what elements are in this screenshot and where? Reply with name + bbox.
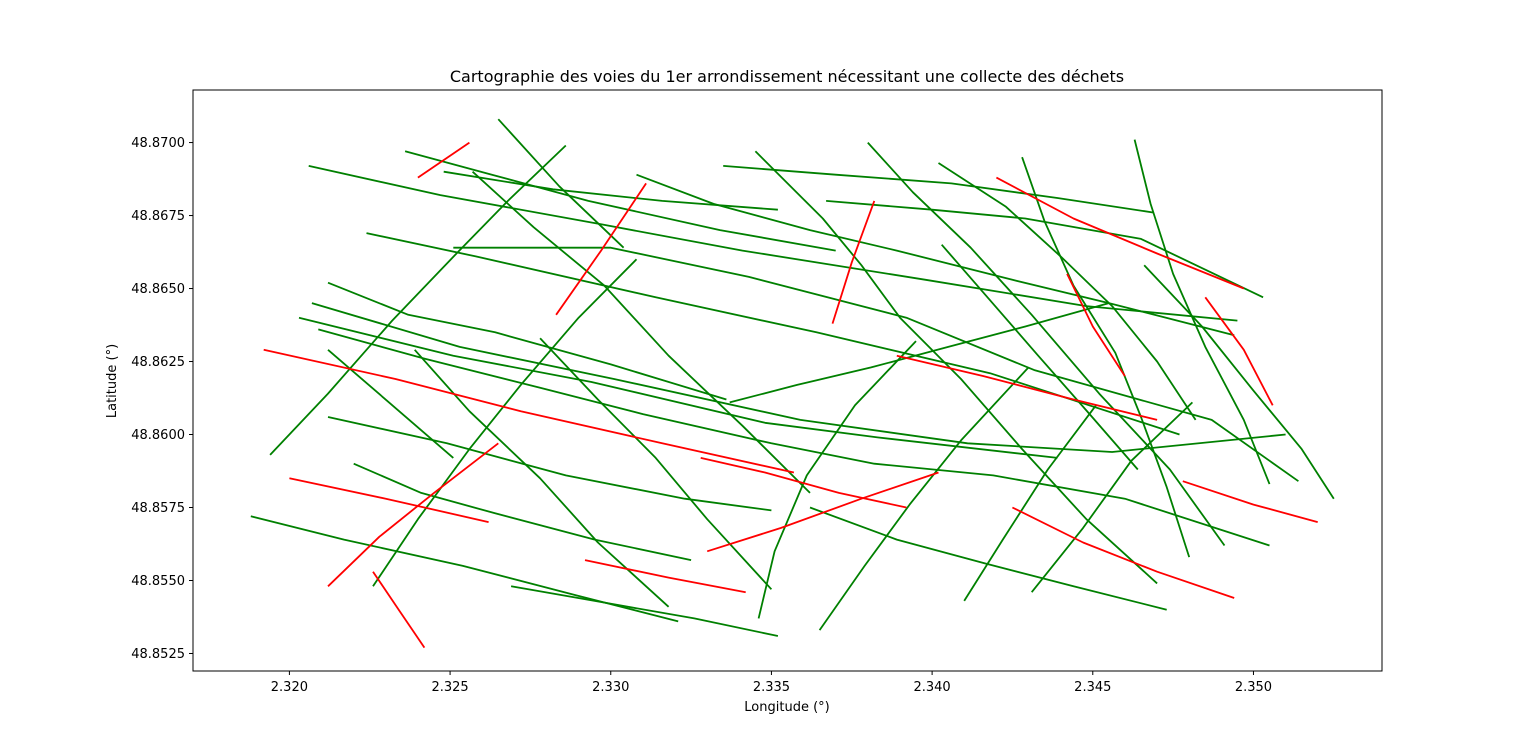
green-street-segment-32 (941, 244, 1139, 471)
green-street-segment-3 (311, 302, 1286, 453)
x-tick-label: 2.345 (1074, 680, 1111, 695)
green-street-segment-9 (404, 150, 836, 252)
red-street-segment-6 (995, 176, 1245, 290)
x-axis-label: Longitude (°) (744, 700, 829, 715)
red-street-segment-1 (289, 477, 489, 523)
green-street-segment-26 (963, 404, 1097, 602)
x-tick-label: 2.335 (753, 680, 790, 695)
y-tick-label: 48.8700 (131, 136, 185, 151)
red-street-segment-12 (372, 571, 426, 649)
red-street-segment-0 (263, 348, 795, 474)
x-axis: 2.320 2.325 2.330 2.335 2.340 2.345 2.350 (271, 671, 1272, 695)
green-street-segment-5 (327, 281, 727, 401)
red-street-segment-9 (1012, 506, 1235, 599)
green-street-segment-1 (318, 328, 1270, 547)
chart-title: Cartographie des voies du 1er arrondisse… (450, 67, 1124, 86)
green-street-segment-29 (510, 585, 779, 637)
green-street-segment-12 (723, 165, 1154, 214)
green-street-segment-28 (353, 462, 692, 561)
green-street-segment-20 (1133, 139, 1271, 485)
red-street-segment-10 (1066, 273, 1126, 377)
red-street-segment-3 (700, 457, 907, 509)
green-street-segment-18 (867, 141, 1226, 547)
green-street-segment-22 (414, 349, 670, 608)
red-street-segment-13 (1204, 296, 1274, 406)
red-street-segment-8 (831, 200, 876, 324)
red-street-segment-2 (327, 442, 499, 587)
green-street-segment-23 (539, 337, 773, 590)
x-tick-label: 2.350 (1235, 680, 1272, 695)
green-street-segment-21 (372, 258, 638, 587)
green-street-segment-17 (754, 150, 1158, 585)
green-street-segment-15 (269, 144, 567, 456)
green-street-segment-2 (327, 416, 772, 512)
green-street-segment-24 (757, 340, 917, 619)
y-tick-label: 48.8650 (131, 282, 185, 297)
y-tick-label: 48.8575 (131, 501, 185, 516)
y-tick-label: 48.8675 (131, 209, 185, 224)
green-street-segment-35 (327, 349, 454, 459)
x-tick-label: 2.320 (271, 680, 308, 695)
green-street-segment-34 (1143, 264, 1335, 500)
green-street-segment-19 (1021, 156, 1191, 558)
green-street-segment-4 (298, 316, 1058, 459)
green-street-segment-30 (809, 506, 1167, 611)
green-street-segment-33 (497, 118, 625, 249)
y-tick-label: 48.8600 (131, 428, 185, 443)
y-tick-label: 48.8525 (131, 647, 185, 662)
green-street-segment-8 (453, 246, 1299, 482)
green-street-segment-13 (826, 200, 1264, 299)
x-tick-label: 2.325 (431, 680, 468, 695)
red-street-segment-11 (584, 559, 746, 594)
green-street-segment-25 (818, 366, 1030, 631)
green-street-segment-27 (1030, 401, 1194, 593)
plot-frame (192, 89, 1383, 672)
green-street-segment-31 (729, 302, 1110, 404)
x-tick-label: 2.340 (913, 680, 950, 695)
plot-area (250, 118, 1335, 649)
x-tick-label: 2.330 (592, 680, 629, 695)
y-tick-label: 48.8625 (131, 355, 185, 370)
red-street-segment-14 (417, 141, 470, 179)
red-street-segment-4 (706, 471, 939, 553)
y-axis-label: Latitude (°) (105, 344, 120, 418)
y-tick-label: 48.8550 (131, 574, 185, 589)
green-street-segment-14 (938, 162, 1197, 421)
red-street-segment-15 (1182, 480, 1318, 523)
y-axis: 48.8525 48.8550 48.8575 48.8600 48.8625 48.86… (131, 136, 193, 662)
red-street-segment-5 (896, 354, 1158, 421)
red-street-segment-7 (555, 182, 647, 316)
green-street-segment-16 (471, 171, 811, 494)
